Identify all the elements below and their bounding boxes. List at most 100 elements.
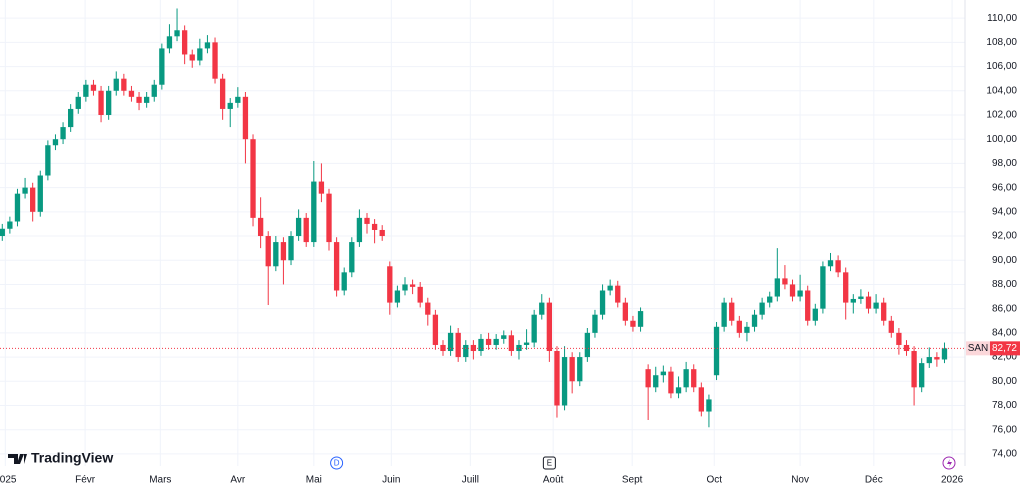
y-tick-label: 108,00 (986, 37, 1017, 48)
y-tick-label: 86,00 (992, 303, 1017, 314)
candle-body (394, 290, 401, 303)
event-marker (542, 456, 556, 470)
candle-body (455, 332, 461, 358)
candle-body (83, 84, 89, 97)
candle-body (45, 145, 51, 176)
candle-body (774, 278, 780, 297)
candles (0, 8, 948, 428)
candle-body (660, 371, 667, 376)
candle-body (865, 296, 872, 309)
event-marker (330, 456, 344, 470)
candle-body (227, 102, 233, 109)
candle-body (713, 326, 720, 376)
y-tick-label: 98,00 (992, 158, 1017, 169)
alert-bolt (947, 459, 952, 467)
x-tick-label: Avr (230, 475, 245, 486)
candle-body (128, 90, 135, 97)
alert-icon (942, 456, 956, 470)
price-tag (990, 341, 1020, 356)
candle-body (615, 285, 621, 303)
candle-body (30, 187, 36, 212)
candle-body (280, 242, 287, 261)
candle-body (151, 84, 157, 97)
y-tick-label: 94,00 (992, 206, 1017, 217)
candle-body (265, 236, 271, 267)
candle-body (356, 217, 363, 243)
candle-body (250, 139, 256, 218)
candle-body (387, 266, 393, 303)
candle-body (782, 278, 788, 285)
candle-body (683, 369, 689, 388)
candle-body (166, 36, 173, 49)
candle-body (212, 42, 218, 79)
candle-body (463, 344, 469, 358)
y-tick-label: 82,00 (992, 352, 1017, 363)
candle-body (926, 357, 932, 364)
candle-body (820, 266, 826, 309)
candle-body (68, 108, 74, 128)
candle-body (721, 302, 727, 327)
candle-body (7, 221, 13, 229)
candle-body (113, 78, 119, 91)
x-tick-label: Nov (791, 475, 809, 486)
candle-body (607, 285, 613, 291)
candle-body (197, 48, 203, 61)
candle-body (143, 96, 150, 103)
candle-body (425, 302, 431, 315)
y-tick-label: 92,00 (992, 231, 1017, 242)
x-tick-label: Déc (865, 475, 883, 486)
symbol-label: SAN (968, 343, 989, 354)
candle-body (98, 90, 104, 115)
candle-body (159, 48, 165, 85)
candle-body (736, 320, 742, 333)
candle-body (729, 302, 735, 321)
candle-body (189, 54, 195, 61)
candle-body (60, 127, 66, 140)
candle-body (805, 290, 811, 321)
candle-body (873, 302, 879, 309)
candle-body (37, 175, 43, 212)
candle-body (288, 236, 294, 261)
candle-body (105, 90, 112, 115)
event-label: D (334, 459, 340, 468)
candle-body (90, 84, 97, 91)
logo-icon (8, 454, 27, 464)
y-tick-label: 84,00 (992, 327, 1017, 338)
candle-body (569, 357, 575, 382)
candle-body (273, 242, 279, 267)
candle-body (630, 320, 636, 327)
y-tick-label: 110,00 (987, 13, 1017, 24)
candle-body (539, 302, 545, 315)
y-tick-label: 76,00 (992, 424, 1017, 435)
candle-body (637, 311, 644, 327)
candle-body (645, 369, 651, 388)
y-tick-label: 74,00 (992, 449, 1017, 460)
candle-body (797, 290, 803, 297)
price-label: 82,72 (992, 343, 1017, 354)
candle-body (14, 193, 21, 222)
candle-body (531, 314, 537, 343)
candle-body (235, 96, 241, 103)
candle-body (516, 344, 522, 352)
candle-body (546, 302, 553, 352)
x-tick-label: Mai (306, 475, 322, 486)
candle-body (447, 332, 454, 352)
y-tick-label: 100,00 (986, 134, 1017, 145)
candle-body (592, 314, 598, 333)
y-tick-label: 102,00 (986, 110, 1017, 121)
candle-body (812, 308, 818, 321)
candle-body (584, 332, 591, 358)
candle-body (371, 223, 378, 230)
candle-body (493, 338, 499, 345)
candle-body (257, 217, 264, 237)
candle-body (896, 332, 902, 345)
candle-body (409, 284, 416, 287)
candle-body (470, 344, 477, 352)
candle-body (75, 96, 81, 109)
candle-body (934, 357, 940, 360)
candle-body (919, 363, 925, 388)
candle-body (858, 296, 864, 299)
candle-body (835, 260, 841, 273)
candle-body (911, 351, 917, 388)
candle-body (326, 193, 332, 243)
